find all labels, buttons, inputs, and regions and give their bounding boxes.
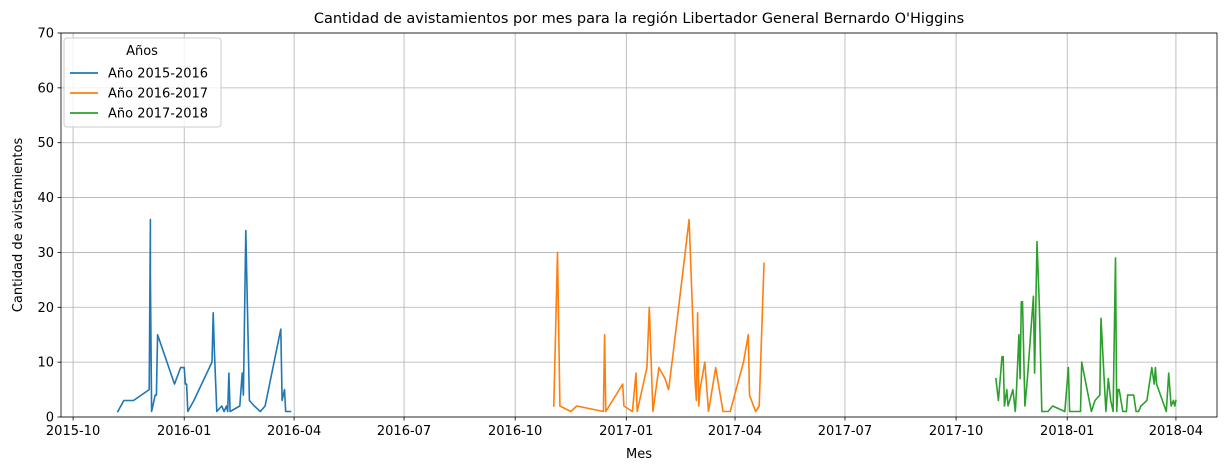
legend-label-3: Año 2017-2018 (108, 107, 208, 122)
x-tick-label: 2016-01 (157, 424, 211, 439)
x-tick-label: 2016-04 (267, 424, 321, 439)
y-tick-label: 70 (37, 27, 54, 42)
y-axis-title: Cantidad de avistamientos (11, 138, 26, 313)
legend-title: Años (126, 44, 158, 59)
chart-title: Cantidad de avistamientos por mes para l… (314, 11, 964, 27)
x-tick-label: 2017-10 (929, 424, 983, 439)
y-tick-label: 10 (37, 356, 54, 371)
series-line-2 (552, 218, 765, 413)
series-layer (116, 218, 1177, 413)
x-tick-label: 2017-07 (818, 424, 872, 439)
plot-frame (60, 32, 1218, 418)
y-tick-label: 20 (37, 301, 54, 316)
x-axis-title: Mes (626, 447, 652, 462)
x-tick-label: 2018-01 (1040, 424, 1094, 439)
series-line-3 (995, 240, 1177, 413)
legend-box (63, 37, 222, 128)
x-tick-label: 2018-04 (1149, 424, 1203, 439)
x-tick-label: 2016-07 (377, 424, 431, 439)
x-tick-label: 2017-04 (708, 424, 762, 439)
legend-label-2: Año 2016-2017 (108, 87, 208, 102)
series-line-1 (116, 218, 292, 413)
x-tick-label: 2015-10 (46, 424, 100, 439)
x-tick-label: 2017-01 (599, 424, 653, 439)
legend-label-1: Año 2015-2016 (108, 67, 208, 82)
y-tick-label: 40 (37, 191, 54, 206)
y-tick-label: 50 (37, 136, 54, 151)
legend: Años Año 2015-2016 Año 2016-2017 Año 2017-… (63, 37, 222, 128)
y-tick-label: 60 (37, 81, 54, 96)
y-tick-label: 0 (46, 411, 54, 426)
y-tick-label: 30 (37, 246, 54, 261)
axis-layer: 0 10 20 30 40 50 60 70 2015-10 2016-01 2016-04 2016… (37, 27, 1203, 440)
x-tick-label: 2016-10 (488, 424, 542, 439)
